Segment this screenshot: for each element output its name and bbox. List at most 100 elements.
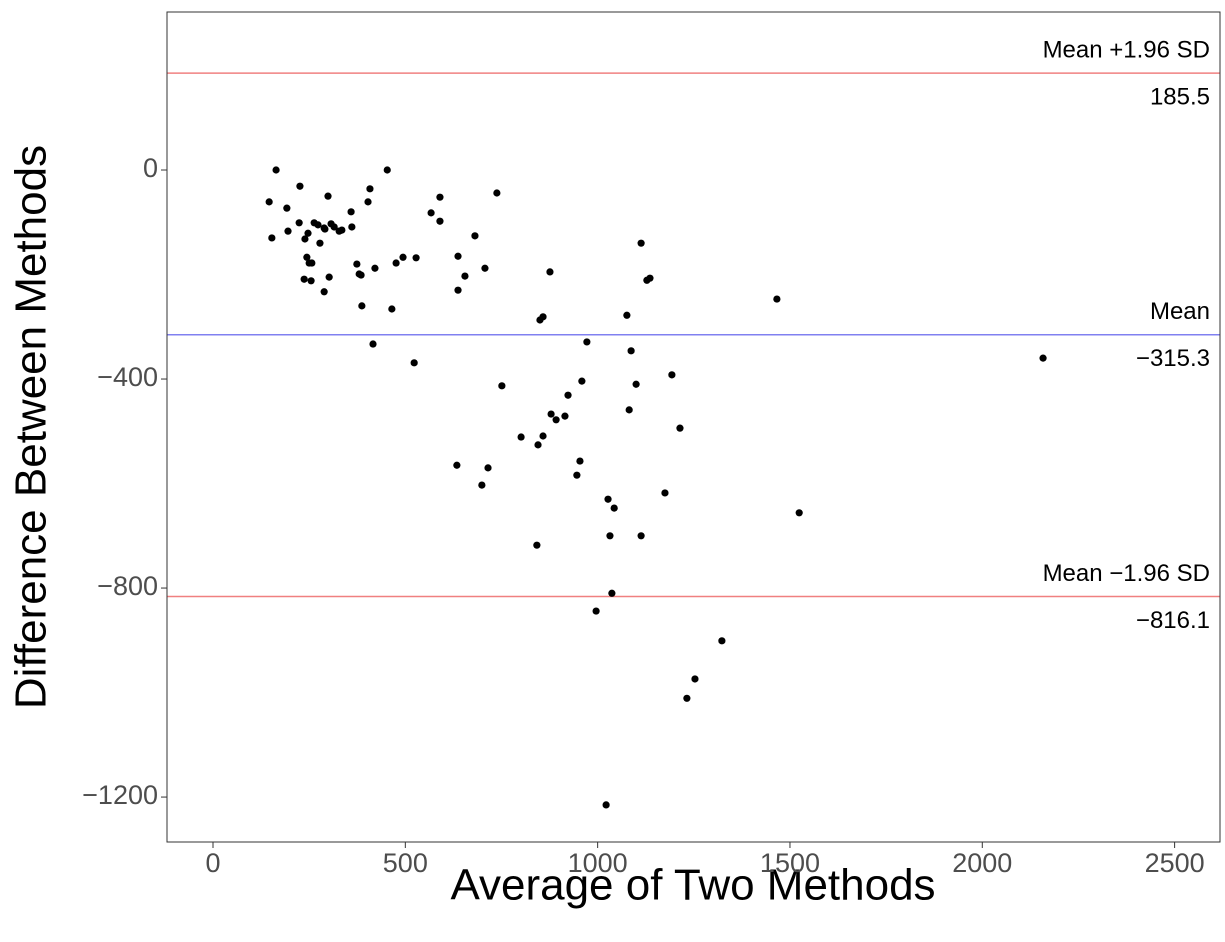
point [481,264,489,272]
point [1039,354,1047,362]
point [564,391,572,399]
point [676,424,684,432]
point [623,311,631,319]
point [357,271,365,279]
point [436,217,444,225]
point [602,801,610,809]
y-tick-label: 0 [143,153,158,183]
point [625,406,633,414]
point [795,509,803,517]
point [314,221,322,229]
point [576,457,584,465]
point [533,541,541,549]
point [691,675,699,683]
point [371,264,379,272]
point [392,259,400,267]
reference-label: Mean [1150,298,1210,325]
point [295,219,303,227]
point [534,441,542,449]
y-tick-label: −1200 [82,780,158,810]
x-tick-label: 500 [383,848,428,878]
x-tick-label: 1000 [568,848,628,878]
point [453,461,461,469]
point [627,347,635,355]
point [539,432,547,440]
y-tick-label: −400 [97,362,158,392]
point [296,182,304,190]
point [632,380,640,388]
point [284,227,292,235]
point [646,274,654,282]
point [364,198,372,206]
point [338,226,346,234]
point [383,166,391,174]
x-axis-title: Average of Two Methods [450,861,935,910]
point [304,229,312,237]
point [552,416,560,424]
reference-value-label: −315.3 [1136,345,1210,372]
point [604,495,612,503]
point [272,166,280,174]
point [330,223,338,231]
point [539,313,547,321]
point [303,253,311,261]
point [484,464,492,472]
point [471,232,479,240]
point [316,239,324,247]
point [683,694,691,702]
point [301,235,309,243]
point [307,277,315,285]
point [366,185,374,193]
point [668,371,676,379]
point [324,192,332,200]
point [608,589,616,597]
point [358,302,366,310]
point [325,273,333,281]
point [412,254,420,262]
point [454,252,462,260]
point [410,359,418,367]
point [454,286,462,294]
point [583,338,591,346]
point [321,225,329,233]
point [265,198,273,206]
point [517,433,525,441]
point [461,272,469,280]
reference-label: Mean +1.96 SD [1043,36,1210,63]
point [498,382,506,390]
point [320,288,328,296]
point [388,305,396,313]
y-tick-label: −800 [97,571,158,601]
plot-border [166,11,1221,843]
point [399,253,407,261]
point [546,268,554,276]
point [547,410,555,418]
point [348,223,356,231]
reference-label: Mean −1.96 SD [1043,560,1210,587]
point [637,532,645,540]
reference-value-label: −816.1 [1136,607,1210,634]
point [300,275,308,283]
point [268,234,276,242]
point [283,204,291,212]
point [573,471,581,479]
point [637,239,645,247]
x-tick-label: 2000 [952,848,1012,878]
point [578,377,586,385]
point [427,209,435,217]
point [347,208,355,216]
point [592,607,600,615]
point [773,295,781,303]
point [369,340,377,348]
point [478,481,486,489]
point [353,260,361,268]
point [610,504,618,512]
reference-value-label: 185.5 [1150,83,1210,110]
x-tick-label: 1500 [760,848,820,878]
point [561,412,569,420]
point [308,259,316,267]
point [606,532,614,540]
x-tick-label: 0 [205,848,220,878]
